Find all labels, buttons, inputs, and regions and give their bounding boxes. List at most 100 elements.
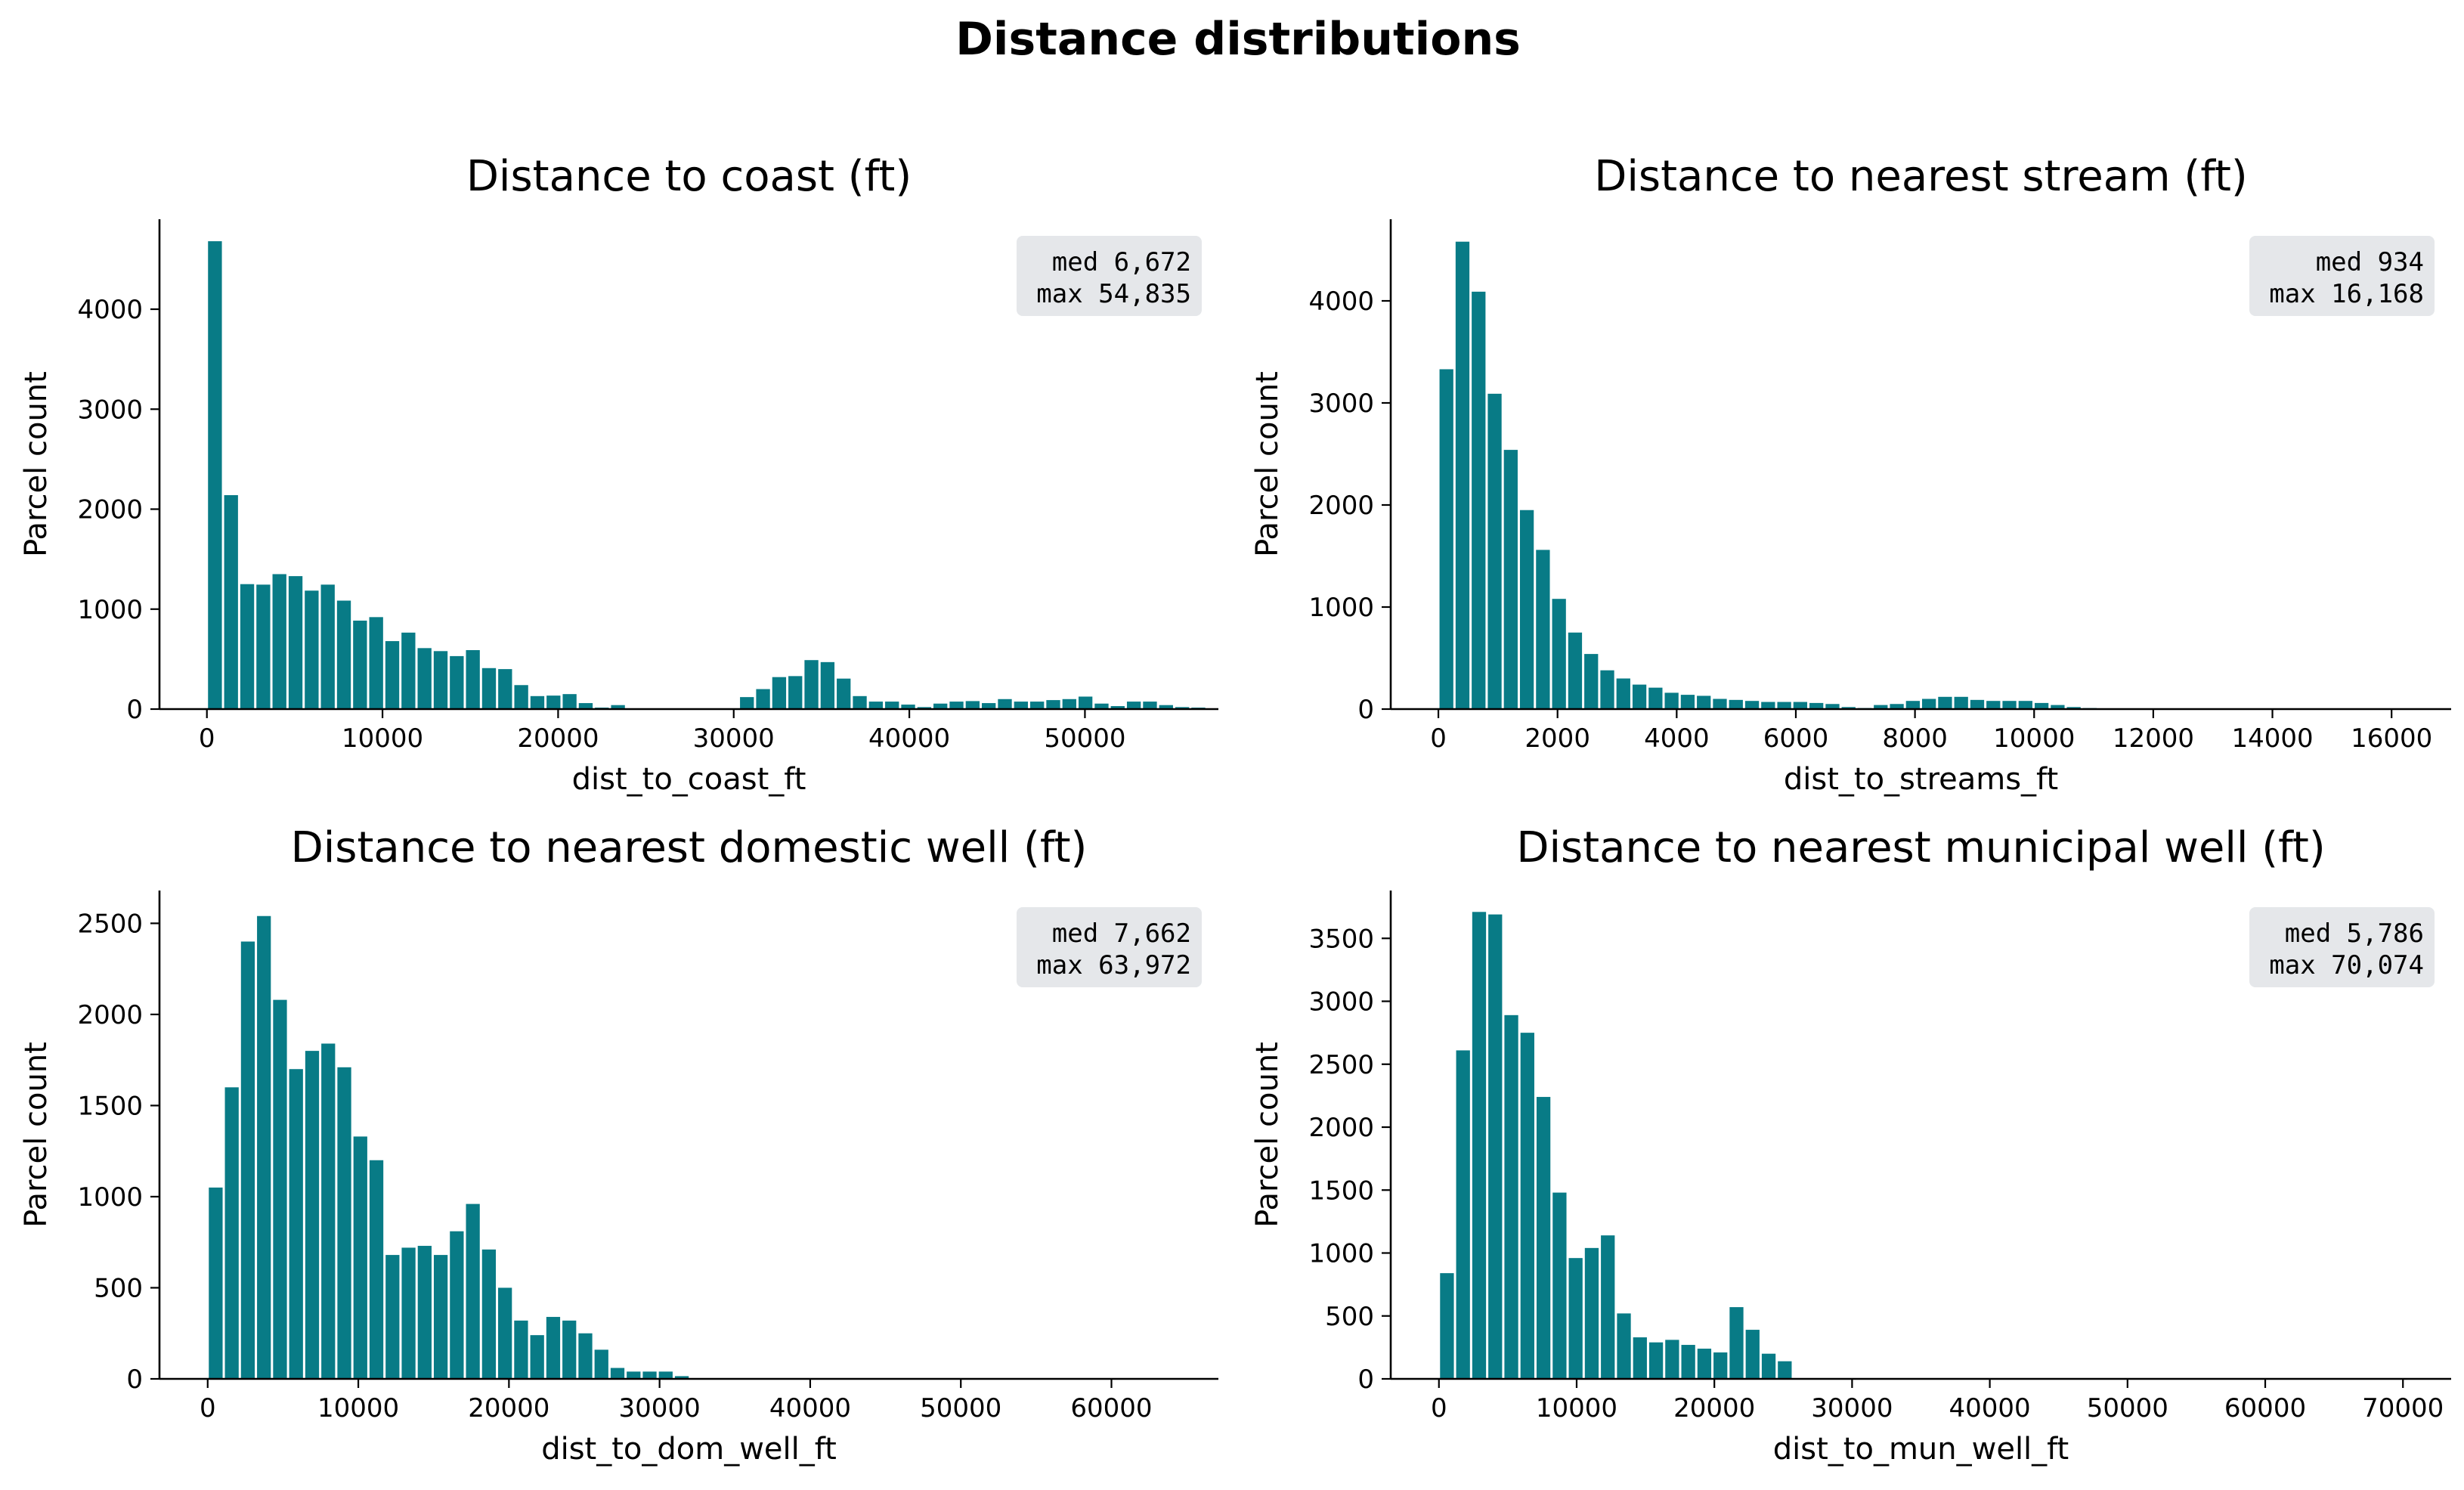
histogram-bar: [868, 702, 884, 709]
y-tick-label: 2500: [77, 909, 143, 939]
histogram-bar: [1745, 1330, 1760, 1379]
histogram-bar: [1632, 684, 1647, 709]
histogram-bar: [642, 1371, 657, 1379]
x-axis-label: dist_to_mun_well_ft: [1773, 1432, 2069, 1467]
histogram-bar: [578, 703, 593, 709]
y-tick-label: 500: [94, 1273, 143, 1303]
y-tick-label: 4000: [1308, 287, 1374, 317]
histogram-bar: [2034, 702, 2049, 709]
x-tick-label: 40000: [769, 1393, 851, 1423]
histogram-bar: [417, 648, 432, 709]
histogram-bar: [1552, 1192, 1567, 1379]
histogram-bar: [1455, 241, 1470, 709]
histogram-bar: [1665, 1340, 1679, 1379]
chart-title: Distance to coast (ft): [466, 152, 912, 201]
histogram-bar: [965, 701, 980, 709]
histogram-bar: [1778, 1361, 1792, 1379]
stats-box: [1017, 907, 1202, 987]
histogram-bar: [546, 695, 561, 709]
x-tick-label: 6000: [1763, 723, 1829, 754]
x-tick-label: 40000: [1949, 1393, 2031, 1423]
histogram-bar: [498, 1287, 512, 1379]
histogram-bar: [1568, 1258, 1583, 1379]
histogram-bar: [594, 1349, 608, 1379]
histogram-bar: [530, 695, 545, 709]
x-axis-label: dist_to_streams_ft: [1784, 762, 2058, 797]
histogram-bar: [1488, 914, 1503, 1379]
histogram-bar: [1761, 1353, 1776, 1379]
stat-median: med 7,662: [1052, 918, 1191, 949]
x-tick-label: 20000: [1673, 1393, 1755, 1423]
stats-box: [1017, 236, 1202, 316]
histogram-bar: [1809, 702, 1824, 709]
x-tick-label: 50000: [920, 1393, 1001, 1423]
histogram-bar: [240, 584, 255, 709]
y-tick-label: 2000: [77, 495, 143, 525]
y-tick-label: 4000: [77, 295, 143, 325]
histogram-bar: [369, 617, 383, 709]
x-tick-label: 0: [1430, 723, 1447, 754]
x-tick-label: 0: [200, 1393, 216, 1423]
histogram-bar: [209, 1187, 223, 1379]
histogram-bar: [1617, 1313, 1631, 1379]
histogram-bar: [2066, 707, 2081, 709]
histogram-bar: [353, 1136, 367, 1379]
histogram-bar: [1601, 1235, 1615, 1379]
histogram-bar: [1681, 1345, 1695, 1379]
histogram-bar: [385, 641, 400, 709]
y-axis-label: Parcel count: [1250, 371, 1285, 557]
histogram-bar: [1568, 632, 1583, 709]
histogram-bar: [385, 1255, 400, 1379]
histogram-bar: [1713, 1352, 1728, 1379]
y-tick-label: 0: [1357, 1365, 1374, 1395]
histogram-bar: [1062, 699, 1076, 709]
histogram-bar: [1126, 702, 1141, 709]
histogram-bar: [756, 689, 770, 709]
histogram-bar: [820, 661, 835, 709]
y-tick-label: 1500: [77, 1091, 143, 1121]
histogram-bar: [450, 655, 464, 709]
histogram-bar: [1440, 1273, 1454, 1379]
histogram-bar: [305, 590, 319, 709]
histogram-bar: [337, 1067, 351, 1379]
histogram-bar: [674, 1376, 689, 1379]
histogram-bar: [1648, 687, 1663, 709]
x-tick-label: 20000: [468, 1393, 549, 1423]
histogram-bar: [917, 707, 932, 709]
y-tick-label: 2500: [1308, 1050, 1374, 1080]
histogram-bar: [353, 620, 367, 709]
y-tick-label: 2000: [77, 1000, 143, 1030]
histogram-bar: [949, 702, 964, 709]
histogram-bar: [305, 1051, 320, 1379]
histogram-bar: [1600, 670, 1614, 709]
histogram-bar: [1487, 393, 1502, 709]
stat-median: med 5,786: [2285, 918, 2424, 949]
y-tick-label: 1000: [1308, 593, 1374, 623]
y-tick-label: 2000: [1308, 1113, 1374, 1143]
y-tick-label: 3000: [1308, 987, 1374, 1018]
histogram-bar: [1664, 692, 1679, 709]
histogram-bar: [1793, 702, 1808, 709]
histogram-bar: [240, 941, 255, 1379]
histogram-bar: [1729, 1307, 1744, 1379]
histogram-bar: [466, 1203, 480, 1379]
y-axis-label: Parcel count: [19, 371, 54, 557]
histogram-bar: [433, 1255, 448, 1379]
chart-title: Distance to nearest stream (ft): [1594, 152, 2248, 201]
y-tick-label: 1000: [1308, 1239, 1374, 1269]
histogram-bar: [578, 1333, 593, 1379]
y-tick-label: 1000: [77, 1182, 143, 1213]
chart-title: Distance to nearest municipal well (ft): [1516, 823, 2325, 872]
histogram-bar: [272, 574, 286, 709]
stat-max: max 54,835: [1036, 279, 1191, 309]
histogram-bar: [369, 1160, 384, 1379]
histogram-bar: [1143, 702, 1157, 709]
histogram-bar: [1697, 1349, 1712, 1379]
histogram-bar: [1094, 703, 1109, 709]
histogram-bar: [481, 668, 497, 709]
histogram-bar: [466, 649, 480, 709]
x-tick-label: 20000: [517, 723, 599, 754]
histogram-bar: [433, 651, 448, 709]
histogram-bar: [740, 697, 754, 709]
